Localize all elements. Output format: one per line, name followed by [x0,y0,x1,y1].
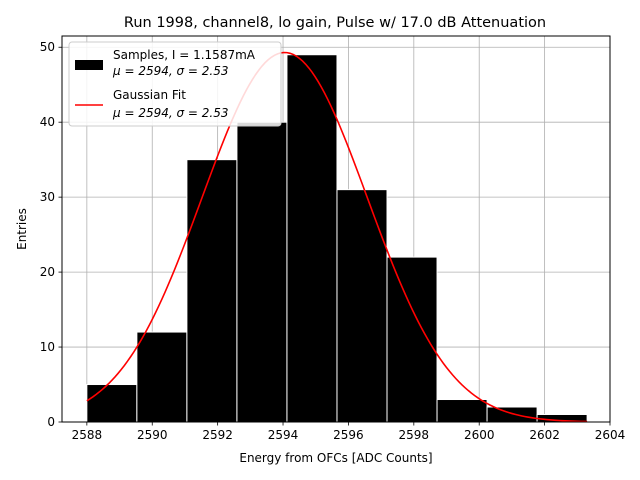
x-tick-label: 2594 [268,428,299,442]
histogram-bar [336,189,388,423]
histogram-bars [86,54,588,423]
y-tick-label: 40 [40,115,55,129]
histogram-bar [86,384,138,423]
legend-fit-stats: μ = 2594, σ = 2.53 [112,106,229,120]
legend-fit-label: Gaussian Fit [113,88,186,102]
y-axis-ticks: 0 10 20 30 40 50 [40,40,62,429]
plot-frame [61,35,611,423]
x-tick-label: 2590 [137,428,168,442]
histogram-bar [236,121,288,423]
x-tick-label: 2602 [529,428,560,442]
x-tick-label: 2596 [333,428,364,442]
x-tick-label: 2598 [399,428,430,442]
x-axis-label: Energy from OFCs [ADC Counts] [239,451,432,465]
legend-samples-swatch [75,60,103,70]
x-tick-label: 2592 [202,428,233,442]
x-tick-label: 2588 [72,428,103,442]
legend-samples-stats: μ = 2594, σ = 2.53 [112,64,229,78]
gaussian-fit-line [86,51,588,423]
histogram-bar [286,54,338,423]
histogram-bar [136,331,188,423]
x-tick-label: 2600 [464,428,495,442]
y-tick-label: 10 [40,340,55,354]
y-axis-label: Entries [15,208,29,250]
chart-title: Run 1998, channel8, lo gain, Pulse w/ 17… [124,15,546,31]
legend: Samples, I = 1.1587mA μ = 2594, σ = 2.53… [68,41,282,127]
histogram-bar [436,399,488,423]
histogram-bar [486,406,538,423]
x-tick-label: 2604 [595,428,626,442]
x-axis-ticks: 2588 2590 2592 2594 2596 2598 2600 2602 2604 [72,422,626,442]
histogram-bar [186,159,238,423]
y-tick-label: 30 [40,190,55,204]
legend-samples-label: Samples, I = 1.1587mA [113,48,256,62]
legend-box [68,41,282,127]
histogram-bar [386,256,438,423]
y-tick-label: 20 [40,265,55,279]
y-tick-label: 50 [40,40,55,54]
y-tick-label: 0 [47,415,55,429]
